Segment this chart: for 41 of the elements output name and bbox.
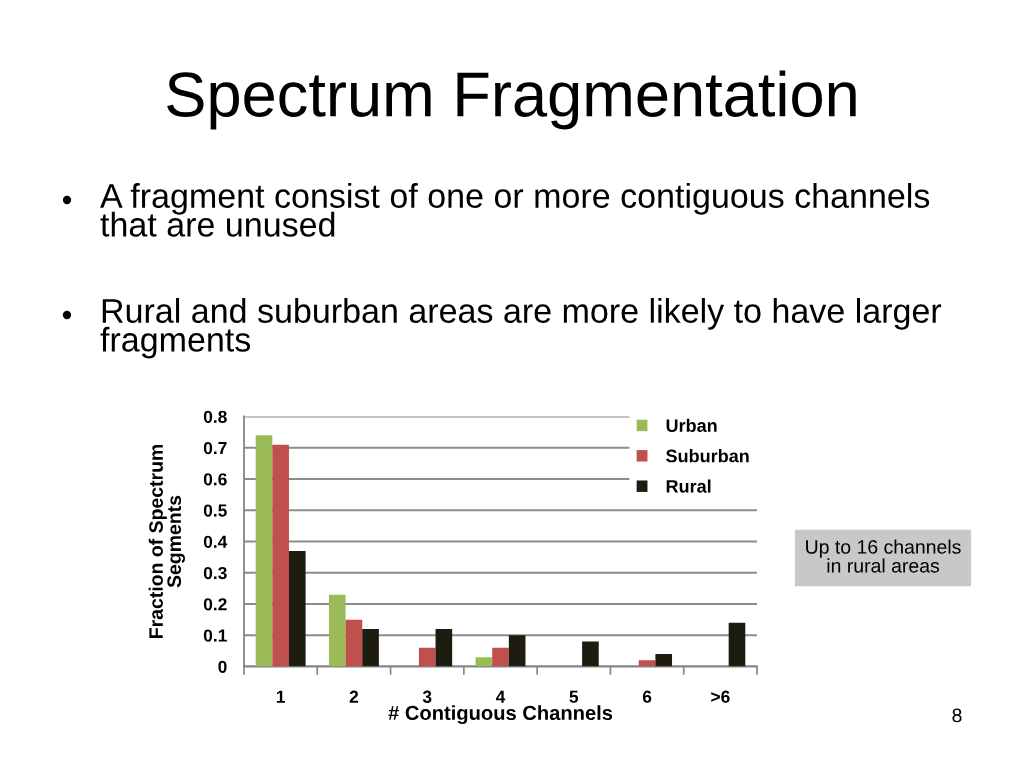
bar xyxy=(475,657,493,667)
y-tick-label: 0.1 xyxy=(203,629,227,642)
bar xyxy=(362,629,379,667)
x-tick-label: 5 xyxy=(569,690,579,703)
bar xyxy=(418,647,436,667)
bar xyxy=(345,619,363,667)
bar xyxy=(508,635,526,667)
text: A fragment consist of one or more contiguous channels that are unused xyxy=(100,183,930,237)
y-axis-title: Fraction of Spectrum Segments xyxy=(148,444,185,638)
chart-title: Spectrum Fragmentation xyxy=(167,70,856,130)
y-tick-label: 0.3 xyxy=(203,566,227,580)
bar xyxy=(328,594,346,667)
text: Up to 16 channels in rural areas xyxy=(806,539,961,573)
y-tick-label: 0 xyxy=(218,660,227,673)
legend-label: Suburban xyxy=(666,449,749,463)
bar xyxy=(492,647,509,667)
x-tick-label: 6 xyxy=(642,690,652,703)
bar xyxy=(582,641,599,667)
bar xyxy=(272,444,289,667)
y-tick-label: 0.5 xyxy=(203,504,227,517)
y-tick-label: 0.4 xyxy=(203,535,228,548)
text: 8 xyxy=(952,708,962,723)
legend-label: Urban xyxy=(666,418,717,432)
bar xyxy=(638,660,656,667)
bar xyxy=(655,654,673,667)
bar xyxy=(435,629,453,667)
x-tick-label: 1 xyxy=(276,690,285,703)
bar xyxy=(255,435,273,667)
legend-label: Rural xyxy=(666,479,711,493)
y-tick-label: 0.7 xyxy=(203,441,227,455)
bar xyxy=(288,550,306,667)
bar xyxy=(728,622,746,667)
x-axis-title: # Contiguous Channels xyxy=(388,705,613,725)
y-tick-label: 0.8 xyxy=(203,410,227,423)
y-tick-label: 0.6 xyxy=(203,473,227,486)
y-tick-label: 0.2 xyxy=(203,598,227,611)
text: Rural and suburban areas are more likely to have larger fragments xyxy=(100,298,942,359)
x-tick-label: >6 xyxy=(711,690,730,703)
x-tick-label: 3 xyxy=(422,690,432,703)
x-tick-label: 2 xyxy=(349,690,359,703)
x-tick-label: 4 xyxy=(495,690,506,703)
